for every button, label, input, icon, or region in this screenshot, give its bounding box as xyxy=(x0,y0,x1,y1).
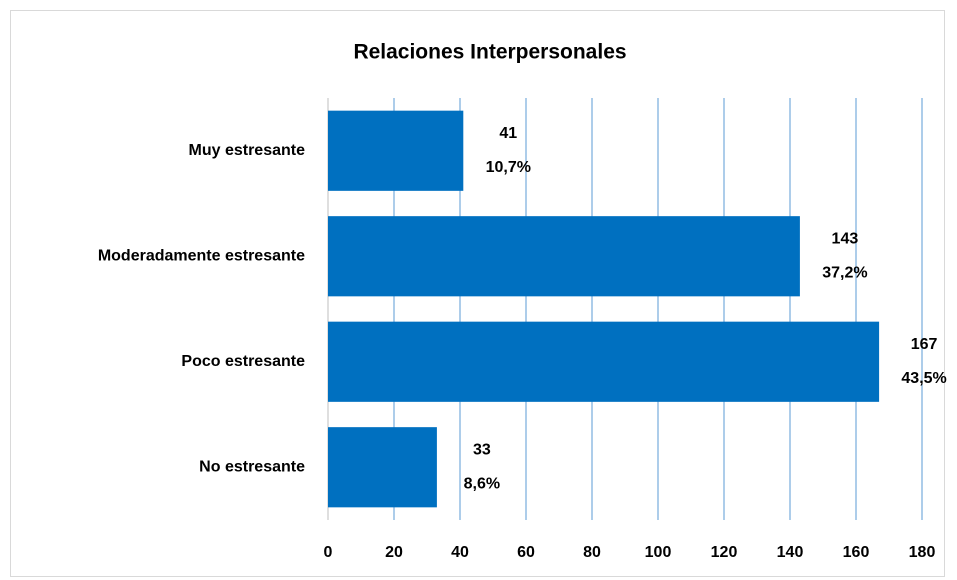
bar xyxy=(328,216,800,297)
percent-label: 8,6% xyxy=(464,475,500,492)
x-tick-label: 180 xyxy=(909,544,936,561)
y-tick-label: No estresante xyxy=(199,458,305,475)
bar xyxy=(328,321,880,402)
data-label: 33 xyxy=(473,441,491,458)
bar xyxy=(328,427,437,508)
percent-label: 43,5% xyxy=(901,370,946,387)
y-tick-label: Moderadamente estresante xyxy=(98,247,305,264)
y-tick-label: Poco estresante xyxy=(181,353,305,370)
x-tick-label: 0 xyxy=(324,544,333,561)
x-tick-label: 80 xyxy=(583,544,601,561)
percent-label: 37,2% xyxy=(822,264,867,281)
data-label: 167 xyxy=(911,336,938,353)
x-tick-label: 60 xyxy=(517,544,535,561)
y-tick-label: Muy estresante xyxy=(189,142,306,159)
x-tick-label: 40 xyxy=(451,544,469,561)
x-tick-label: 120 xyxy=(711,544,738,561)
data-label: 41 xyxy=(499,125,517,142)
data-label: 143 xyxy=(832,230,859,247)
chart-title: Relaciones Interpersonales xyxy=(353,41,626,64)
x-tick-label: 20 xyxy=(385,544,403,561)
x-tick-label: 100 xyxy=(645,544,672,561)
bar xyxy=(328,110,464,191)
percent-label: 10,7% xyxy=(486,159,531,176)
x-tick-label: 160 xyxy=(843,544,870,561)
x-tick-label: 140 xyxy=(777,544,804,561)
